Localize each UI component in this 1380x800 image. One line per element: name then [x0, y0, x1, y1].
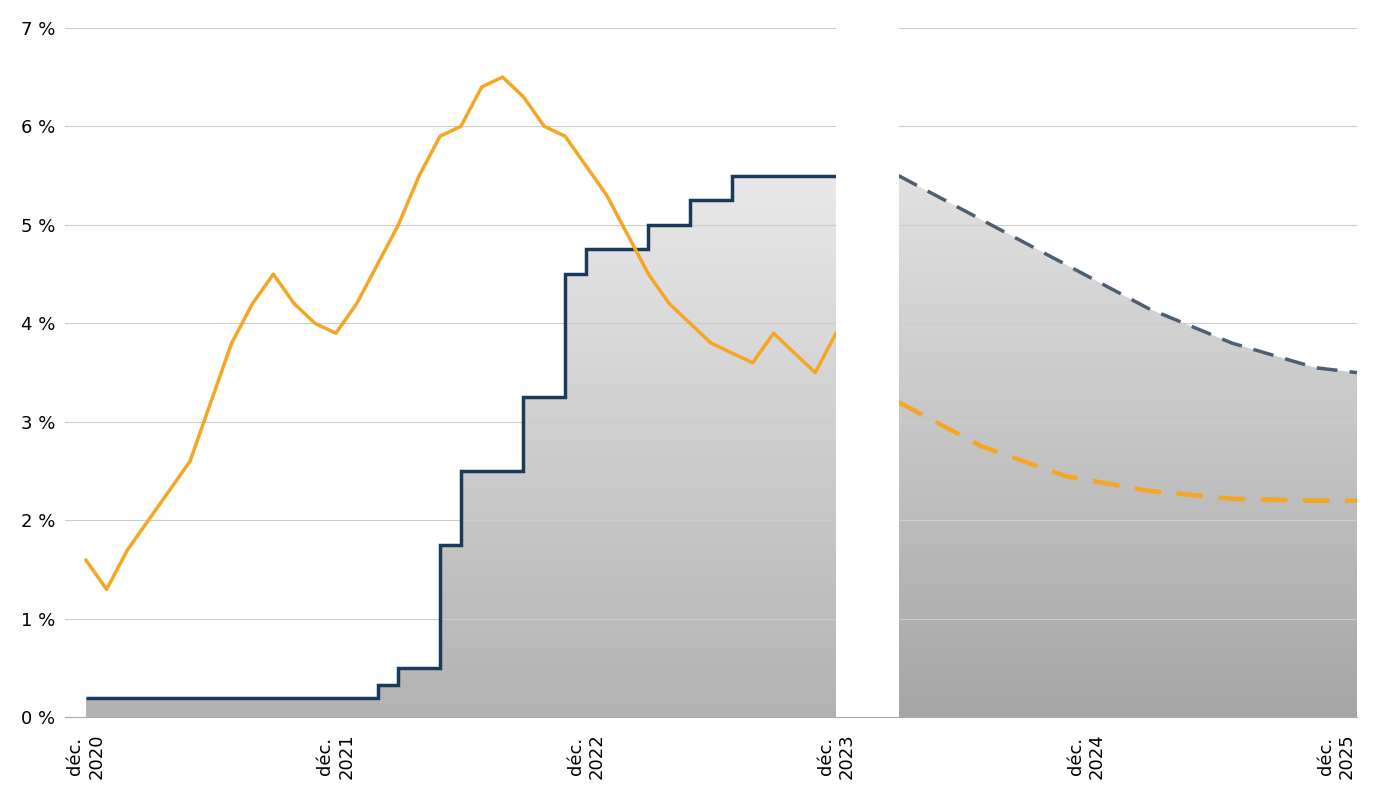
Bar	[836, 0, 898, 766]
